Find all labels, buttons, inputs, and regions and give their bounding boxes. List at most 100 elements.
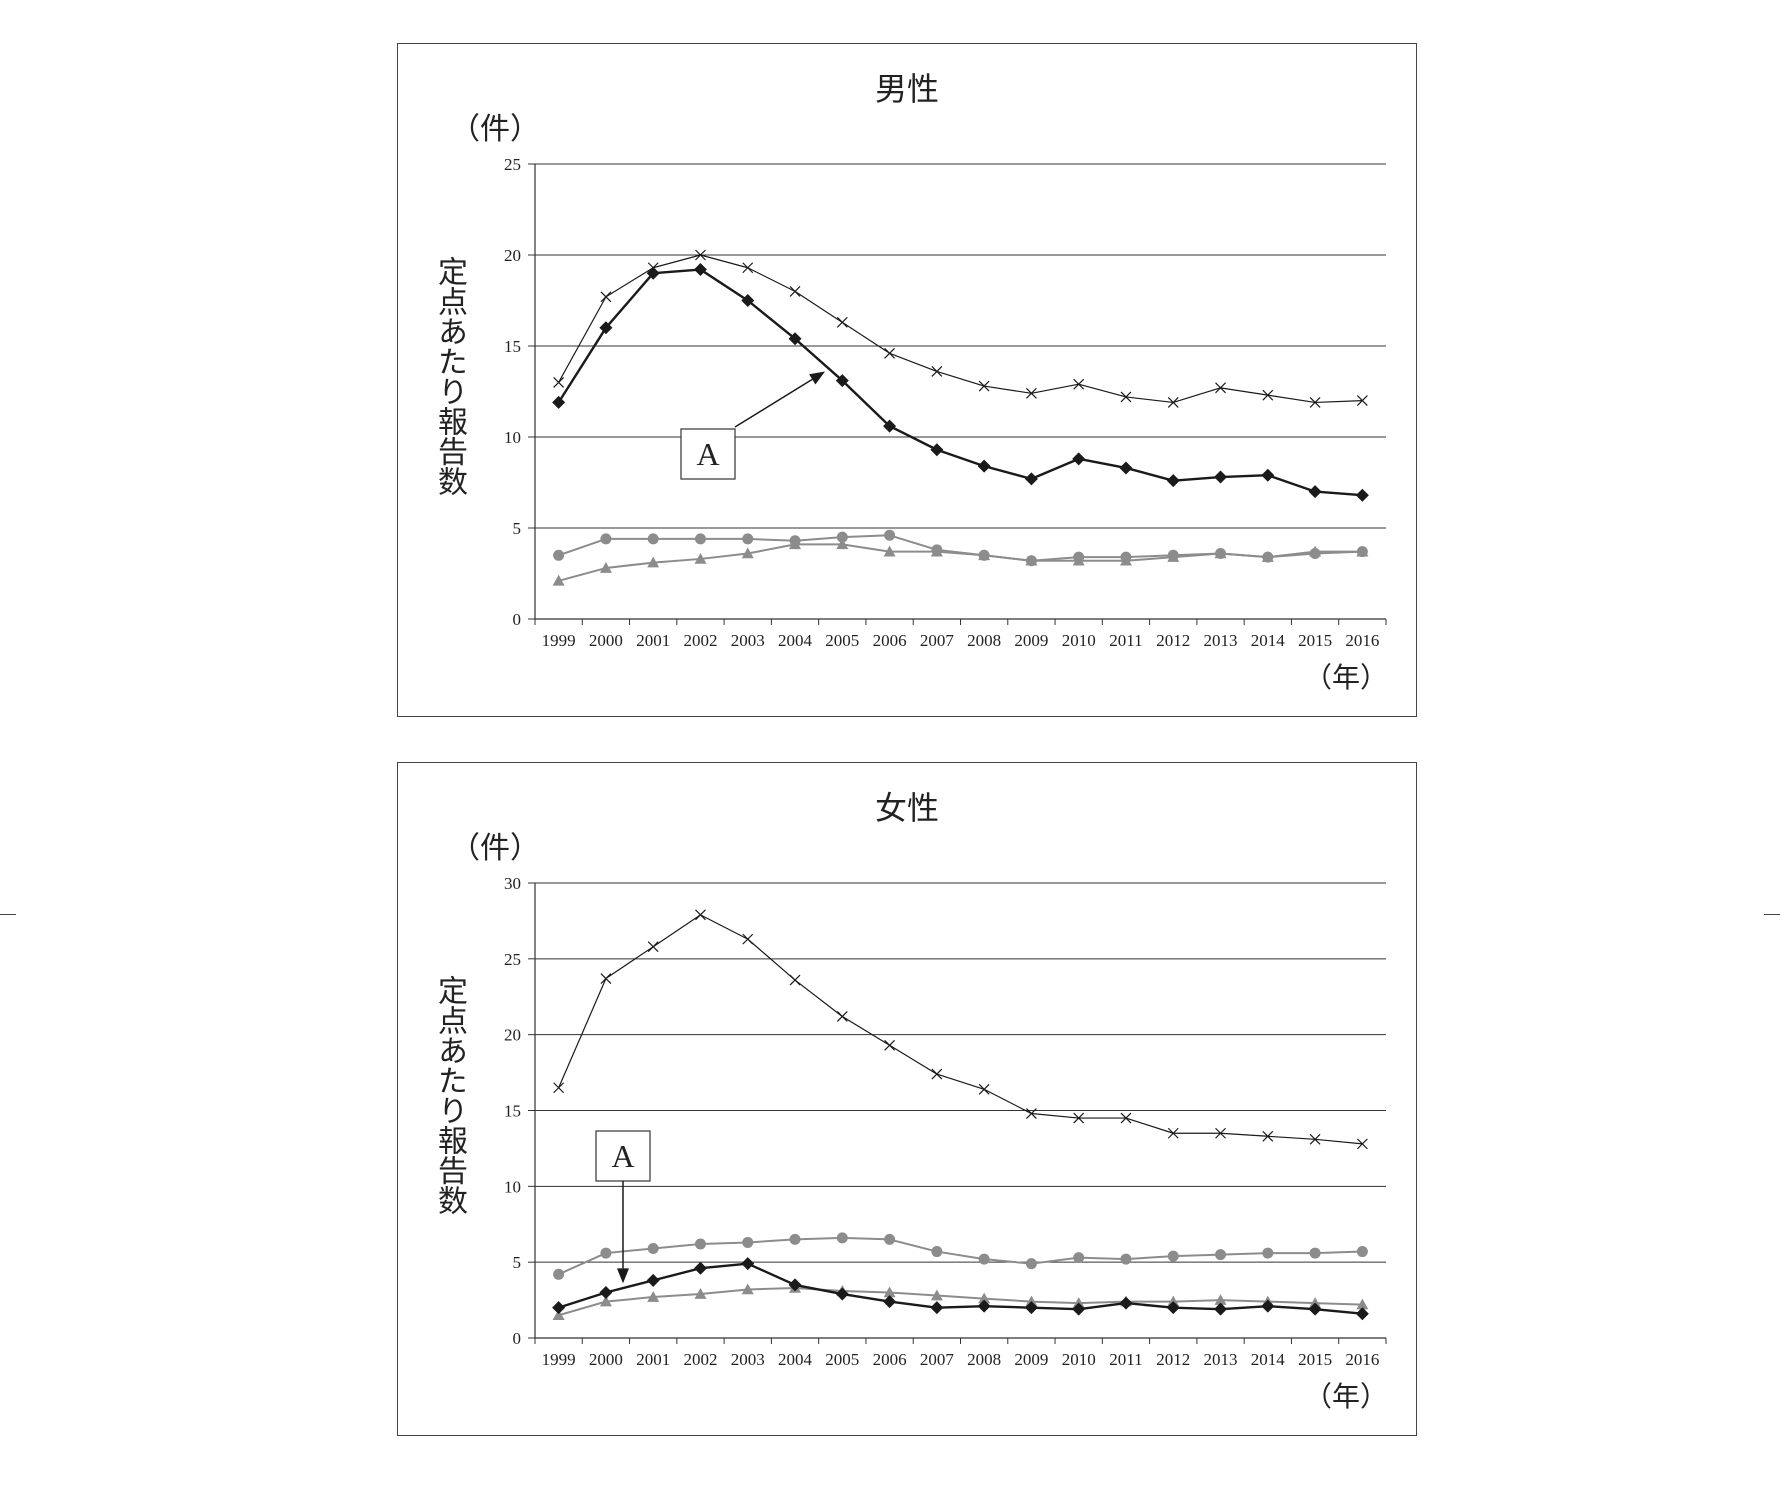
y-tick-label: 30 [504, 874, 521, 893]
triangle-marker [599, 562, 612, 573]
diamond-marker [1308, 1302, 1322, 1316]
y-tick-label: 5 [513, 519, 522, 538]
annotation-box [680, 428, 736, 480]
triangle-marker [1214, 547, 1227, 559]
annotation-arrowhead [809, 371, 826, 385]
x-tick-label: 2009 [1014, 1350, 1048, 1369]
diamond-marker [1072, 1302, 1086, 1316]
diamond-marker [693, 1261, 707, 1275]
triangle-marker [741, 547, 754, 559]
cross-marker [978, 1083, 990, 1095]
x-tick-label: 2004 [778, 631, 813, 650]
x-tick-label: 2016 [1345, 1350, 1379, 1369]
cross-marker [1309, 1133, 1321, 1145]
circle-marker [647, 533, 659, 545]
triangle-marker [741, 1283, 754, 1295]
diamond-marker [977, 1299, 991, 1313]
circle-marker [600, 533, 612, 545]
diamond-marker [930, 1301, 944, 1315]
diamond-marker [1166, 1301, 1180, 1315]
cross-marker [1356, 395, 1368, 407]
circle-marker [553, 549, 565, 561]
x-tick-label: 2008 [967, 631, 1001, 650]
circle-marker [884, 1233, 896, 1245]
triangle-marker [1072, 1297, 1085, 1308]
series-line-circle [558, 534, 1363, 562]
triangle-marker [647, 1291, 660, 1302]
triangle-marker [978, 1292, 991, 1304]
diamond-marker [1119, 1296, 1133, 1310]
x-tick-label: 2016 [1345, 631, 1379, 650]
cross-marker [931, 1068, 943, 1080]
circle-marker [1025, 1258, 1037, 1270]
cross-marker [1215, 1127, 1226, 1139]
cross-marker [884, 347, 896, 359]
cross-marker [1309, 396, 1321, 408]
diamond-marker [1024, 472, 1038, 486]
cross-marker [1215, 382, 1226, 394]
triangle-marker [1025, 1295, 1038, 1307]
cross-marker [931, 366, 943, 377]
series-line-triangle [558, 543, 1363, 582]
x-unit-label: （年） [1303, 1380, 1388, 1413]
y-tick-label: 25 [504, 950, 521, 969]
cross-marker [1167, 396, 1179, 408]
triangle-marker [1167, 551, 1180, 562]
triangle-marker [694, 1288, 707, 1299]
diamond-marker [693, 263, 707, 277]
circle-marker [1120, 1253, 1132, 1265]
cross-marker [553, 376, 565, 388]
cross-marker [1167, 1127, 1179, 1139]
right-edge-mark [1764, 914, 1780, 915]
cross-marker [836, 1011, 848, 1022]
cross-marker [1262, 389, 1274, 401]
diamond-marker [1261, 1299, 1275, 1313]
triangle-marker [1214, 1294, 1227, 1305]
x-tick-label: 2008 [967, 1350, 1001, 1369]
cross-marker [1025, 387, 1037, 399]
cross-marker [553, 1082, 565, 1094]
diamond-marker [741, 294, 755, 307]
triangle-marker [1309, 545, 1322, 557]
series-line-diamond [558, 1262, 1363, 1315]
triangle-marker [883, 545, 896, 557]
triangle-marker [1261, 551, 1274, 562]
x-tick-label: 2000 [589, 631, 623, 650]
diamond-marker [552, 1301, 566, 1315]
annotation-arrow [734, 378, 813, 428]
diamond-marker [1024, 1301, 1038, 1315]
triangle-marker [1119, 554, 1132, 566]
diamond-marker [1214, 470, 1228, 484]
y-tick-label: 0 [513, 1329, 522, 1348]
y-axis-label: 定点あたり報告数 [432, 256, 467, 496]
x-tick-label: 2013 [1204, 1350, 1238, 1369]
diamond-marker [835, 374, 849, 388]
cross-marker [1073, 378, 1085, 390]
triangle-marker [930, 545, 943, 557]
x-tick-label: 2014 [1251, 1350, 1286, 1369]
diamond-marker [599, 321, 613, 335]
annotation-label: A [696, 436, 719, 472]
diamond-marker [1214, 1302, 1228, 1316]
cross-marker [742, 262, 754, 274]
cross-marker [1120, 391, 1132, 403]
y-tick-label: 15 [504, 1102, 521, 1121]
cross-marker [1356, 1138, 1368, 1150]
diamond-marker [788, 332, 802, 346]
y-tick-label: 25 [504, 155, 521, 174]
annotation-arrowhead [617, 1268, 629, 1284]
diamond-marker [883, 419, 897, 433]
x-tick-label: 2009 [1014, 631, 1048, 650]
y-tick-label: 20 [504, 1026, 521, 1045]
series-line-cross [558, 914, 1363, 1145]
circle-marker [931, 1246, 943, 1258]
cross-marker [836, 316, 848, 328]
triangle-marker [552, 1309, 565, 1321]
x-tick-label: 2002 [683, 1350, 717, 1369]
cross-marker [600, 973, 612, 984]
x-tick-label: 2015 [1298, 1350, 1332, 1369]
triangle-marker [1356, 545, 1369, 557]
x-tick-label: 2011 [1109, 631, 1142, 650]
x-tick-label: 2012 [1156, 1350, 1190, 1369]
x-tick-label: 2002 [683, 631, 717, 650]
